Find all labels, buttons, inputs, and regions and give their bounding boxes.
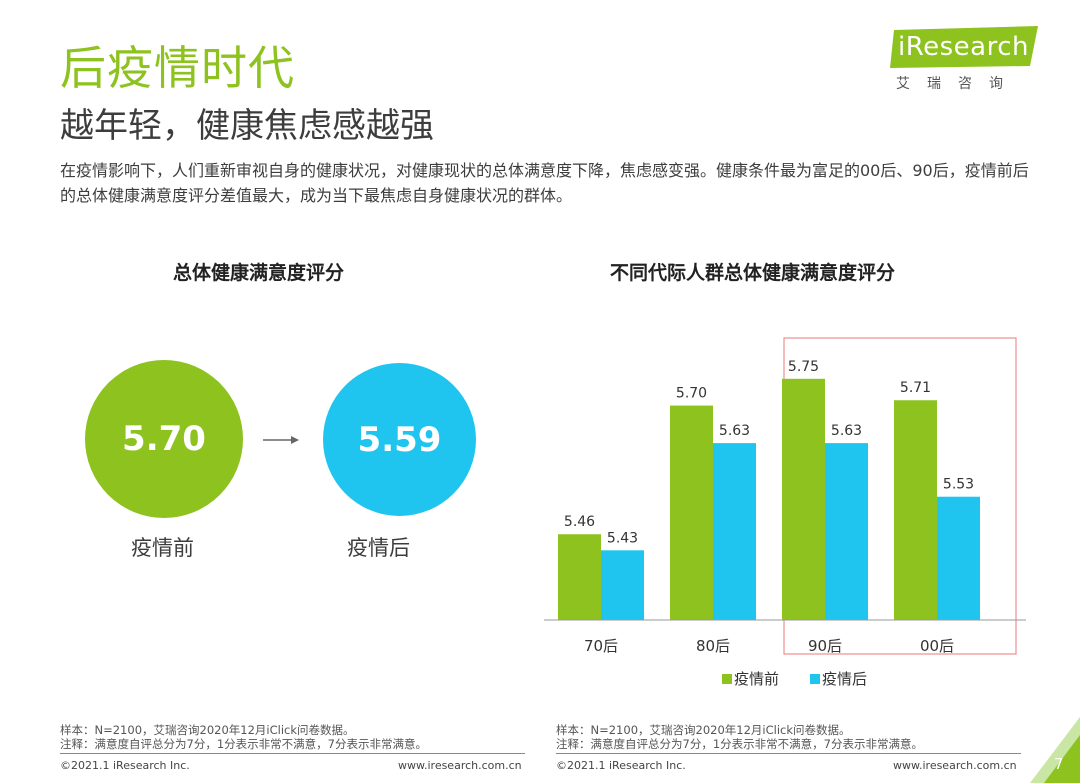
data-label-80后-疫情后: 5.63 <box>719 423 750 439</box>
logo-word: iResearch <box>898 32 1029 62</box>
x-tick-label-80后: 80后 <box>696 637 730 655</box>
bar-70后-疫情后 <box>601 550 644 620</box>
page-description: 在疫情影响下，人们重新审视自身的健康状况，对健康现状的总体满意度下降，焦虑感变强… <box>60 161 1029 205</box>
logo-subtitle: 艾瑞咨询 <box>896 76 1020 92</box>
data-label-70后-疫情前: 5.46 <box>564 514 595 530</box>
right-footnote: 注释：满意度自评总分为7分，1分表示非常不满意，7分表示非常满意。 <box>556 737 923 751</box>
right-footer-divider <box>556 753 1021 754</box>
after-label: 疫情后 <box>347 536 410 560</box>
bar-80后-疫情前 <box>670 405 713 620</box>
page-corner-decoration <box>1030 717 1080 783</box>
before-label: 疫情前 <box>131 536 194 560</box>
legend-swatch-疫情后 <box>810 674 820 684</box>
data-label-00后-疫情前: 5.71 <box>900 380 931 396</box>
bar-70后-疫情前 <box>558 534 601 620</box>
right-arrow-icon <box>263 436 299 444</box>
generation-bar-chart: 5.46 5.43 70后 5.70 5.63 80后 5.75 5.63 90后 5.71 5.5… <box>544 337 1026 688</box>
bar-80后-疫情后 <box>713 443 756 620</box>
bar-90后-疫情前 <box>782 378 825 620</box>
page-title: 后疫情时代 <box>60 41 295 95</box>
right-sample-note: 样本：N=2100，艾瑞咨询2020年12月iClick问卷数据。 <box>556 723 851 737</box>
right-copyright: ©2021.1 iResearch Inc. <box>556 759 686 772</box>
x-tick-label-90后: 90后 <box>808 637 842 655</box>
data-label-90后-疫情前: 5.75 <box>788 359 819 375</box>
after-score-circle: 5.59 <box>323 363 476 516</box>
left-site-link[interactable]: www.iresearch.com.cn <box>398 759 522 772</box>
left-sample-note: 样本：N=2100，艾瑞咨询2020年12月iClick问卷数据。 <box>60 723 355 737</box>
legend-label-疫情前: 疫情前 <box>734 670 779 688</box>
right-panel-title: 不同代际人群总体健康满意度评分 <box>610 262 896 284</box>
iresearch-logo: iResearch 艾瑞咨询 <box>890 26 1040 96</box>
left-footnote: 注释：满意度自评总分为7分，1分表示非常不满意，7分表示非常满意。 <box>60 737 427 751</box>
data-label-00后-疫情后: 5.53 <box>943 477 974 493</box>
data-label-80后-疫情前: 5.70 <box>676 386 707 402</box>
data-label-90后-疫情后: 5.63 <box>831 423 862 439</box>
bar-00后-疫情前 <box>894 400 937 620</box>
logo-banner-icon <box>890 26 1038 68</box>
legend-swatch-疫情前 <box>722 674 732 684</box>
left-copyright: ©2021.1 iResearch Inc. <box>60 759 190 772</box>
bar-00后-疫情后 <box>937 496 980 620</box>
right-site-link[interactable]: www.iresearch.com.cn <box>893 759 1017 772</box>
data-label-70后-疫情后: 5.43 <box>607 530 638 546</box>
left-panel-title: 总体健康满意度评分 <box>173 262 345 284</box>
left-footer-divider <box>60 753 525 754</box>
x-tick-label-70后: 70后 <box>584 637 618 655</box>
page-subtitle: 越年轻，健康焦虑感越强 <box>60 106 434 146</box>
bar-90后-疫情后 <box>825 443 868 620</box>
x-tick-label-00后: 00后 <box>920 637 954 655</box>
page-number: 7 <box>1054 755 1064 773</box>
legend-label-疫情后: 疫情后 <box>822 670 867 688</box>
before-score-circle: 5.70 <box>85 360 243 518</box>
